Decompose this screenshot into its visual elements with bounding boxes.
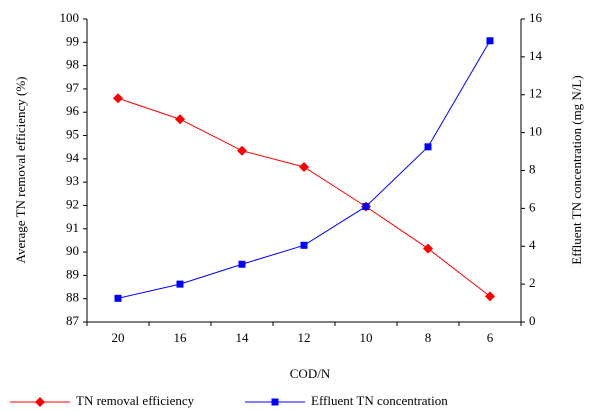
y2-axis-label: Effluent TN concentration (mg N/L) — [569, 75, 584, 264]
y2-tick-label: 0 — [529, 313, 536, 328]
marker — [424, 143, 432, 151]
x-tick-label: 20 — [112, 330, 125, 345]
marker — [176, 280, 184, 288]
y2-tick-label: 12 — [529, 86, 542, 101]
y2-tick-label: 16 — [529, 10, 543, 25]
y2-tick-label: 10 — [529, 124, 542, 139]
y-tick-label: 97 — [66, 80, 80, 95]
marker — [175, 114, 185, 125]
y-tick-label: 89 — [66, 266, 79, 281]
legend-label: Effluent TN concentration — [311, 393, 448, 408]
marker — [486, 37, 494, 45]
marker — [113, 93, 123, 104]
marker — [238, 260, 246, 268]
x-tick-label: 10 — [360, 330, 373, 345]
marker — [423, 243, 433, 254]
y2-tick-label: 4 — [529, 237, 536, 252]
legend-label: TN removal efficiency — [76, 393, 195, 408]
y-tick-label: 94 — [66, 150, 80, 165]
marker — [237, 145, 247, 156]
y-axis-label: Average TN removal efficiency (%) — [13, 77, 28, 264]
y-tick-label: 87 — [66, 313, 80, 328]
marker — [362, 202, 370, 210]
y-tick-label: 90 — [66, 243, 79, 258]
y-tick-label: 99 — [66, 33, 79, 48]
x-axis-label: COD/N — [290, 366, 331, 381]
x-tick-label: 14 — [236, 330, 250, 345]
y-tick-label: 95 — [66, 127, 79, 142]
y2-tick-label: 14 — [529, 48, 543, 63]
y-tick-label: 98 — [66, 57, 79, 72]
y-tick-label: 93 — [66, 173, 79, 188]
marker — [300, 241, 308, 249]
y-tick-label: 88 — [66, 290, 79, 305]
marker — [114, 294, 122, 302]
marker — [35, 397, 45, 407]
x-tick-label: 16 — [174, 330, 188, 345]
y-tick-label: 91 — [66, 220, 79, 235]
marker — [485, 291, 495, 302]
marker — [299, 162, 309, 173]
y2-tick-label: 8 — [529, 161, 536, 176]
y2-tick-label: 2 — [529, 275, 536, 290]
y-tick-label: 92 — [66, 196, 79, 211]
marker — [271, 398, 279, 406]
x-tick-label: 12 — [298, 330, 311, 345]
x-tick-label: 6 — [487, 330, 494, 345]
line — [117, 97, 491, 297]
x-tick-label: 8 — [425, 330, 432, 345]
y-tick-label: 96 — [66, 103, 80, 118]
y-tick-label: 100 — [60, 10, 80, 25]
y2-tick-label: 6 — [529, 199, 536, 214]
